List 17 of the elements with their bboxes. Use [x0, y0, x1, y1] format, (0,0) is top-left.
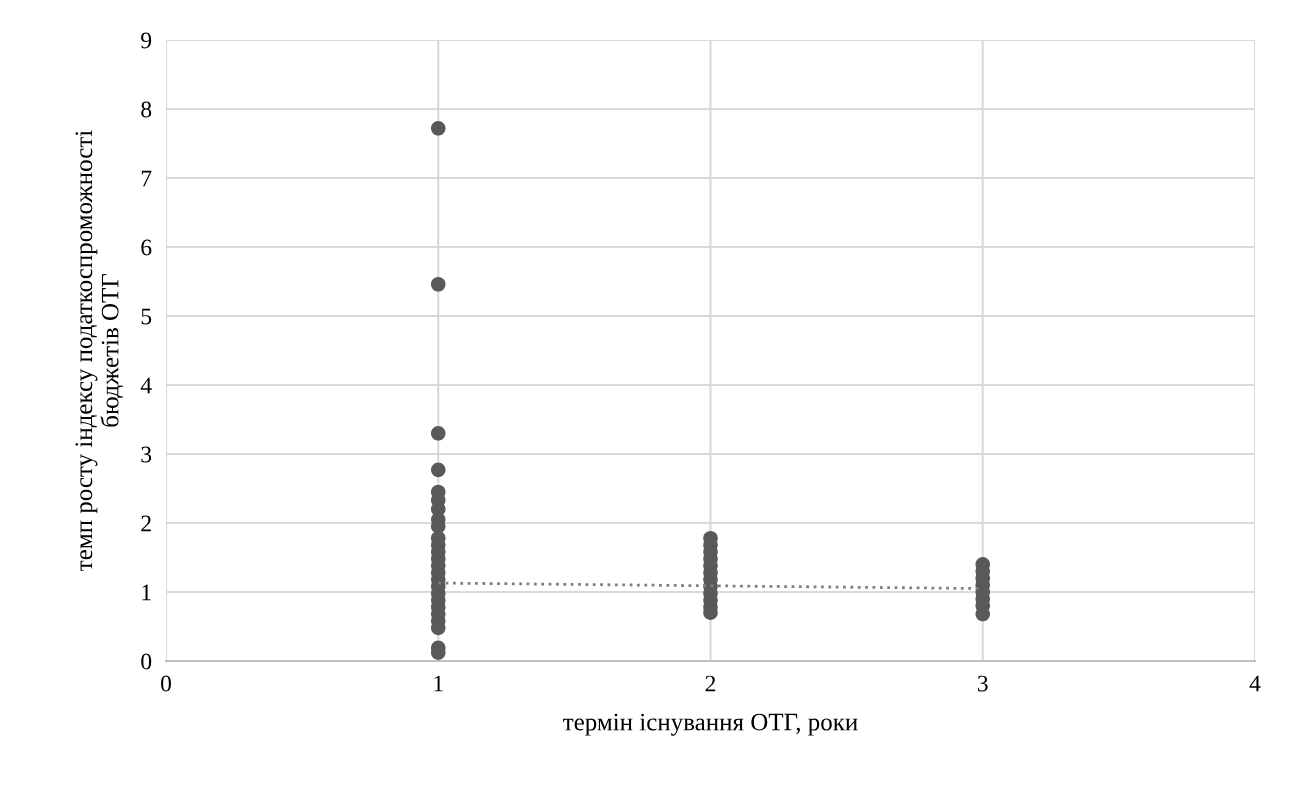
y-tick-label: 0 — [141, 653, 152, 670]
y-tick-label: 3 — [141, 446, 152, 463]
x-tick-label: 0 — [161, 675, 171, 692]
y-tick-label: 2 — [141, 515, 151, 532]
x-tick-label: 3 — [977, 675, 988, 692]
y-tick-label: 8 — [141, 101, 152, 118]
y-tick-label: 4 — [140, 377, 152, 394]
y-tick-label: 7 — [141, 170, 152, 187]
x-tick-label: 1 — [434, 675, 443, 692]
y-tick-label: 5 — [141, 308, 152, 325]
y-axis-title: темп росту індексу податкоспроможності бюджетів ОТГ — [75, 130, 124, 571]
y-tick-label: 9 — [141, 32, 152, 49]
x-axis-title: термін існування ОТГ, роки — [563, 713, 858, 736]
x-tick-label: 4 — [1249, 675, 1261, 692]
y-tick-label: 1 — [142, 584, 151, 601]
y-tick-label: 6 — [141, 239, 152, 256]
x-tick-label: 2 — [705, 675, 716, 692]
